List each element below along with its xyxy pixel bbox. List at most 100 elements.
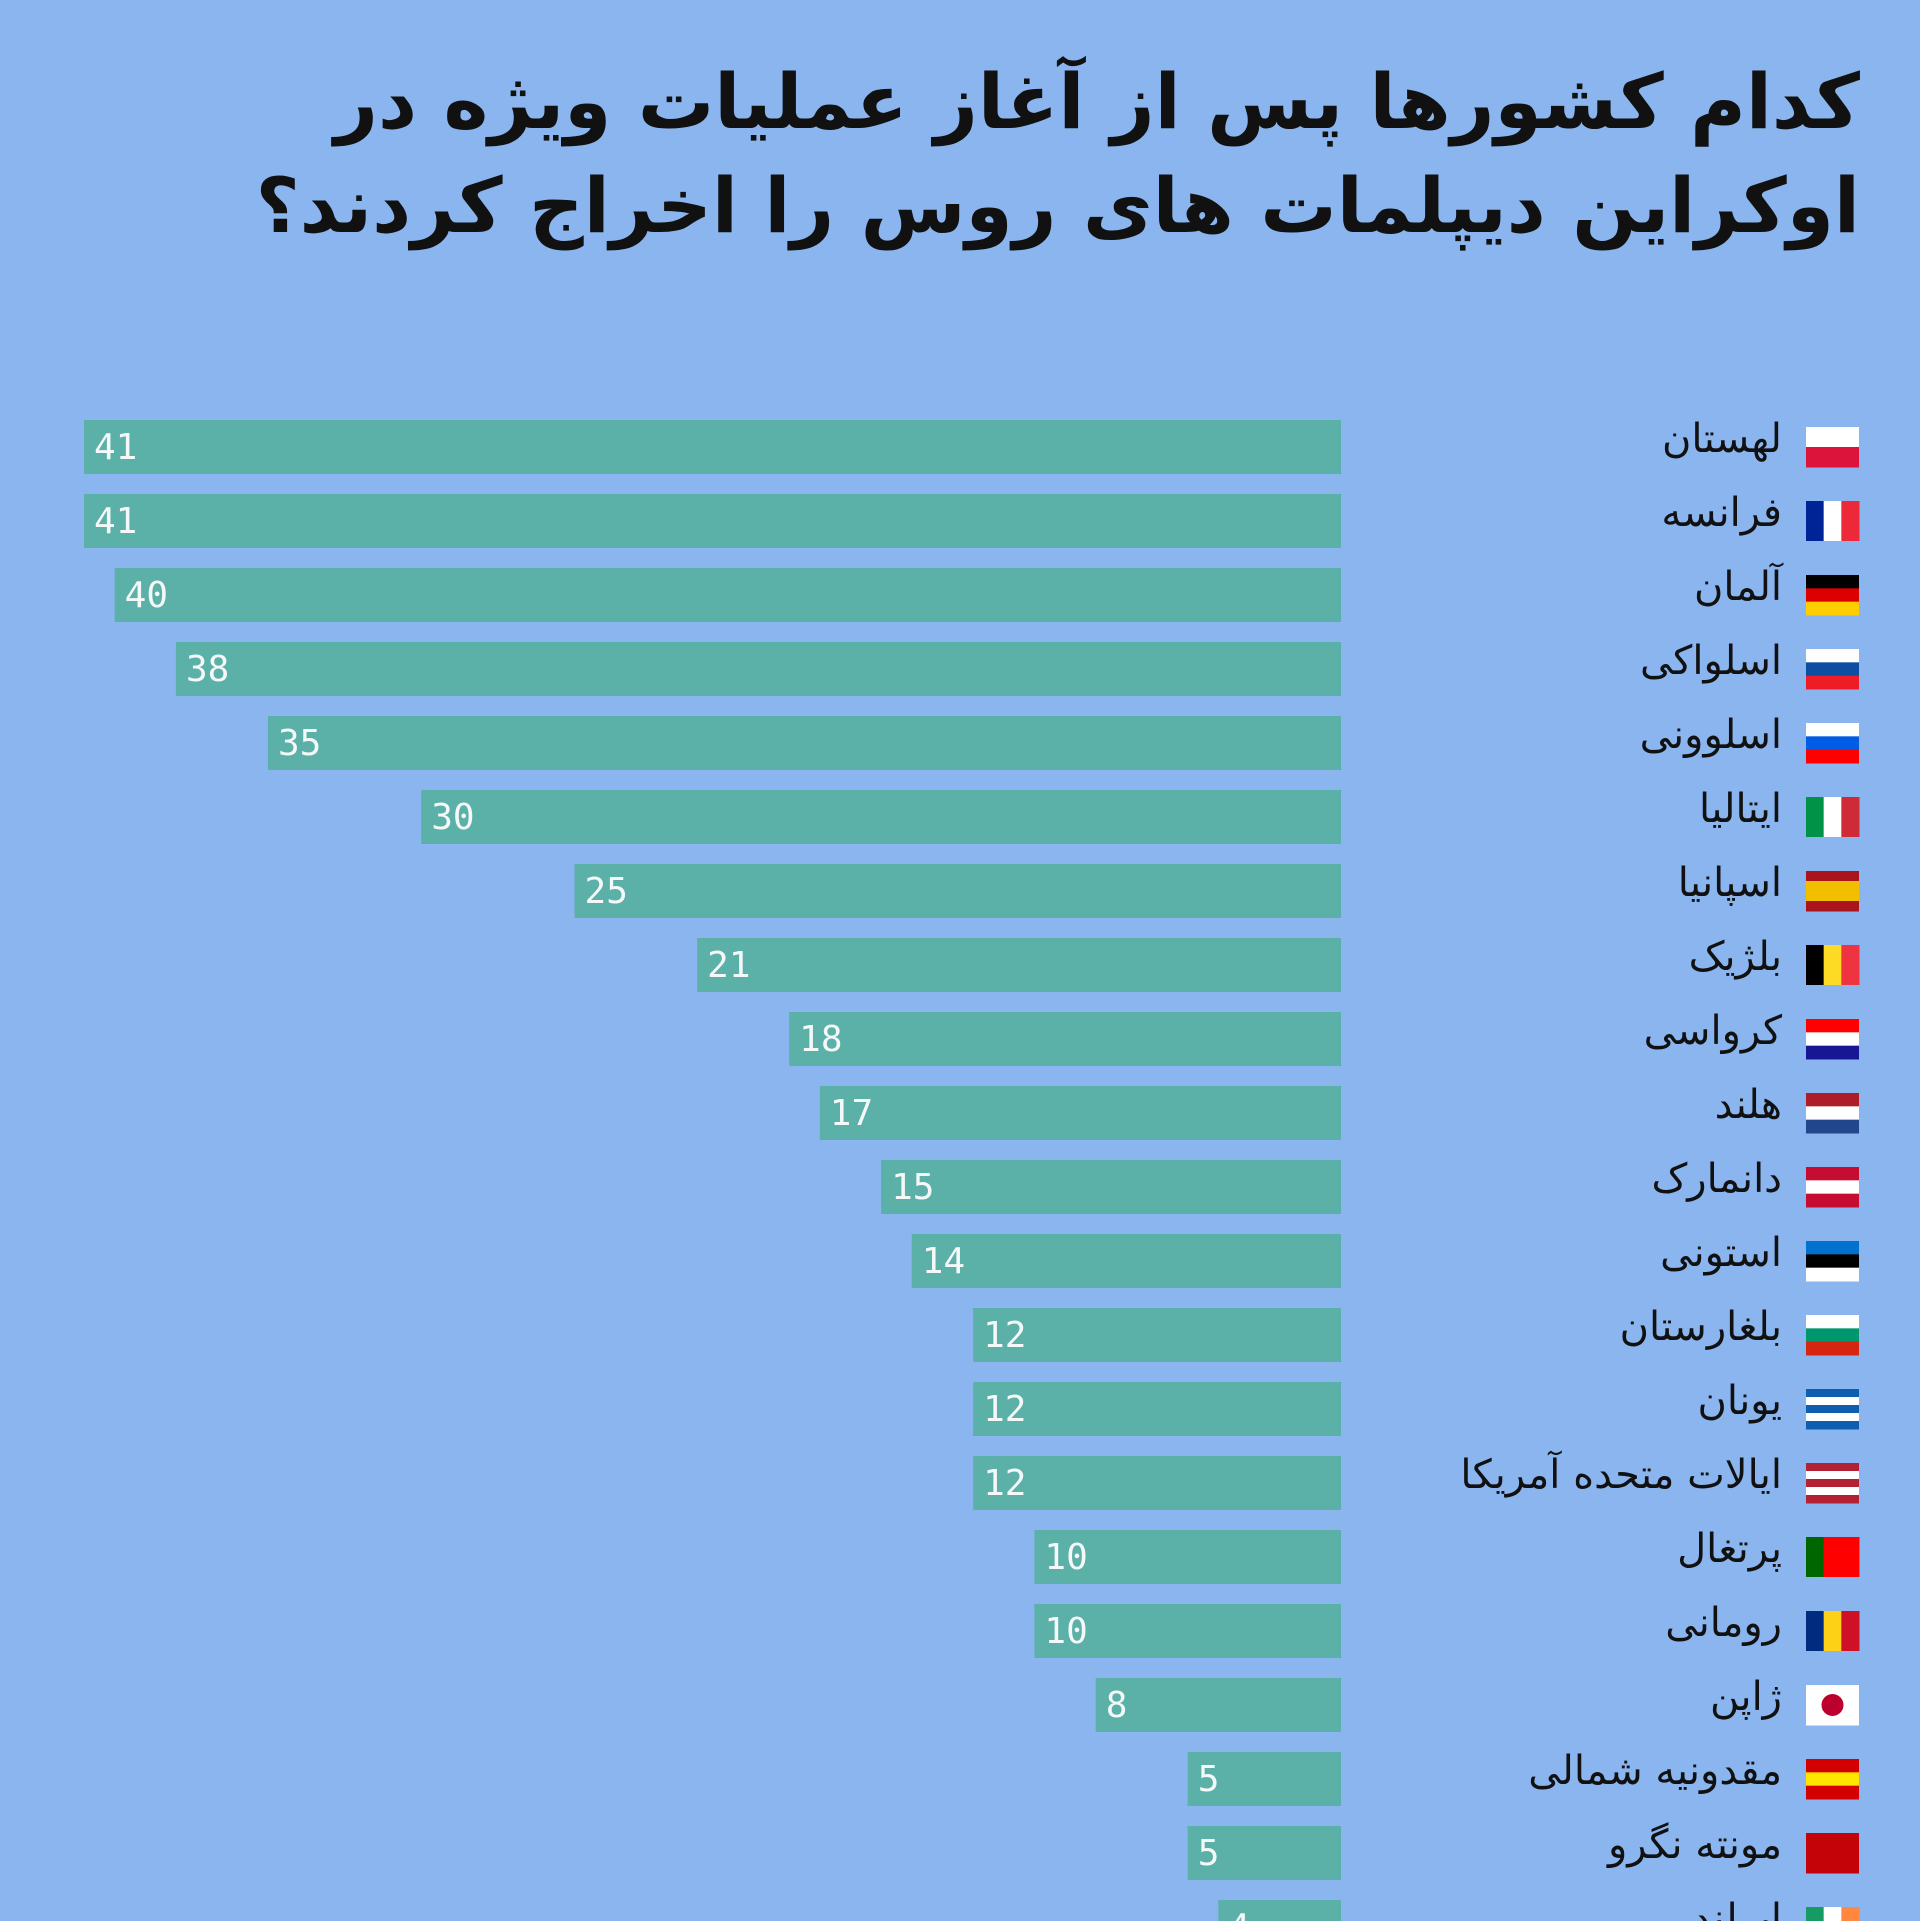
value-label: 15	[891, 1167, 934, 1208]
flag	[1806, 1093, 1859, 1107]
flag	[1823, 1537, 1842, 1577]
flag	[1806, 1180, 1859, 1195]
value-label: 21	[707, 945, 750, 986]
flag	[1806, 1537, 1825, 1577]
category-label: یونان	[1698, 1378, 1783, 1424]
flag	[1806, 1907, 1825, 1921]
flag	[1806, 1106, 1859, 1121]
flag	[1806, 1833, 1859, 1874]
category-label: بلژیک	[1689, 934, 1782, 980]
bar	[819, 1086, 1341, 1140]
flag	[1806, 1487, 1859, 1496]
flag	[1823, 501, 1842, 541]
value-label: 5	[1198, 1759, 1220, 1800]
value-label: 40	[125, 575, 168, 616]
category-label: ایتالیا	[1699, 786, 1782, 832]
value-label: 18	[799, 1019, 842, 1060]
flag	[1806, 1167, 1859, 1181]
flag	[1806, 1463, 1859, 1472]
chart-title: کدام کشورها پس از آغاز عملیات ویژه در او…	[255, 57, 1860, 250]
category-label: کرواسی	[1644, 1008, 1783, 1054]
flag	[1823, 797, 1842, 837]
category-label: آلمان	[1694, 562, 1784, 610]
value-label: 35	[278, 723, 321, 764]
bar	[973, 1382, 1341, 1436]
flag	[1806, 1019, 1859, 1033]
bar	[574, 864, 1341, 918]
value-label: 30	[431, 797, 474, 838]
bar	[881, 1160, 1341, 1214]
bar	[267, 716, 1342, 770]
value-label: 41	[94, 501, 137, 542]
flag	[1806, 1032, 1859, 1047]
flag	[1823, 1907, 1842, 1921]
flag	[1806, 945, 1825, 985]
bar	[175, 642, 1342, 696]
flag	[1806, 662, 1859, 677]
bar	[1034, 1604, 1341, 1658]
bar	[1095, 1678, 1341, 1732]
flag	[1806, 1759, 1859, 1773]
flag	[1821, 1694, 1844, 1716]
value-label: 12	[983, 1463, 1026, 1504]
flag	[1806, 649, 1859, 663]
flag	[1823, 945, 1842, 985]
flag	[1823, 1611, 1842, 1651]
flag	[1841, 501, 1860, 541]
value-label: 4	[1228, 1907, 1250, 1921]
flag	[1806, 1193, 1859, 1208]
flag	[1806, 1315, 1859, 1329]
bar	[1187, 1826, 1341, 1880]
flag	[1806, 1611, 1825, 1651]
flag	[1806, 447, 1859, 468]
flag	[1806, 1421, 1859, 1430]
flag	[1806, 749, 1859, 764]
category-label: لهستان	[1662, 416, 1782, 462]
category-label: اسلوونی	[1640, 712, 1782, 758]
flag	[1806, 1328, 1859, 1343]
flag	[1806, 1254, 1859, 1269]
value-label: 8	[1106, 1685, 1128, 1726]
flag	[1806, 736, 1859, 751]
flag	[1806, 1045, 1859, 1060]
flag	[1806, 601, 1859, 616]
bar	[421, 790, 1341, 844]
flag	[1806, 797, 1825, 837]
category-label: مقدونیه شمالی	[1528, 1748, 1782, 1794]
bar	[973, 1308, 1341, 1362]
flag	[1806, 1785, 1859, 1800]
category-label: پرتغال	[1677, 1526, 1782, 1572]
bar	[84, 494, 1341, 548]
bar	[789, 1012, 1341, 1066]
value-label: 38	[186, 649, 229, 690]
flag	[1841, 945, 1860, 985]
bar	[1034, 1530, 1341, 1584]
category-label: ایالات متحده آمریکا	[1460, 1450, 1782, 1498]
category-label: ایرلند	[1692, 1896, 1782, 1921]
category-label: ژاپن	[1710, 1674, 1782, 1720]
flag	[1841, 797, 1860, 837]
value-label: 17	[830, 1093, 873, 1134]
bar	[973, 1456, 1341, 1510]
flag	[1806, 1119, 1859, 1134]
flag	[1806, 1495, 1859, 1504]
flag	[1806, 675, 1859, 690]
flag	[1806, 1241, 1859, 1255]
flag	[1806, 588, 1859, 603]
flag	[1806, 1471, 1859, 1480]
flag	[1841, 1537, 1860, 1577]
flag	[1806, 871, 1859, 882]
flag	[1806, 501, 1825, 541]
flag	[1806, 723, 1859, 737]
value-label: 5	[1198, 1833, 1220, 1874]
category-label: مونته نگرو	[1606, 1822, 1782, 1868]
flag	[1806, 891, 1859, 902]
bar	[1218, 1900, 1341, 1921]
flag	[1841, 1907, 1860, 1921]
category-label: رومانی	[1665, 1600, 1782, 1646]
bar	[697, 938, 1341, 992]
category-label: استونی	[1660, 1230, 1782, 1276]
value-label: 12	[983, 1389, 1026, 1430]
